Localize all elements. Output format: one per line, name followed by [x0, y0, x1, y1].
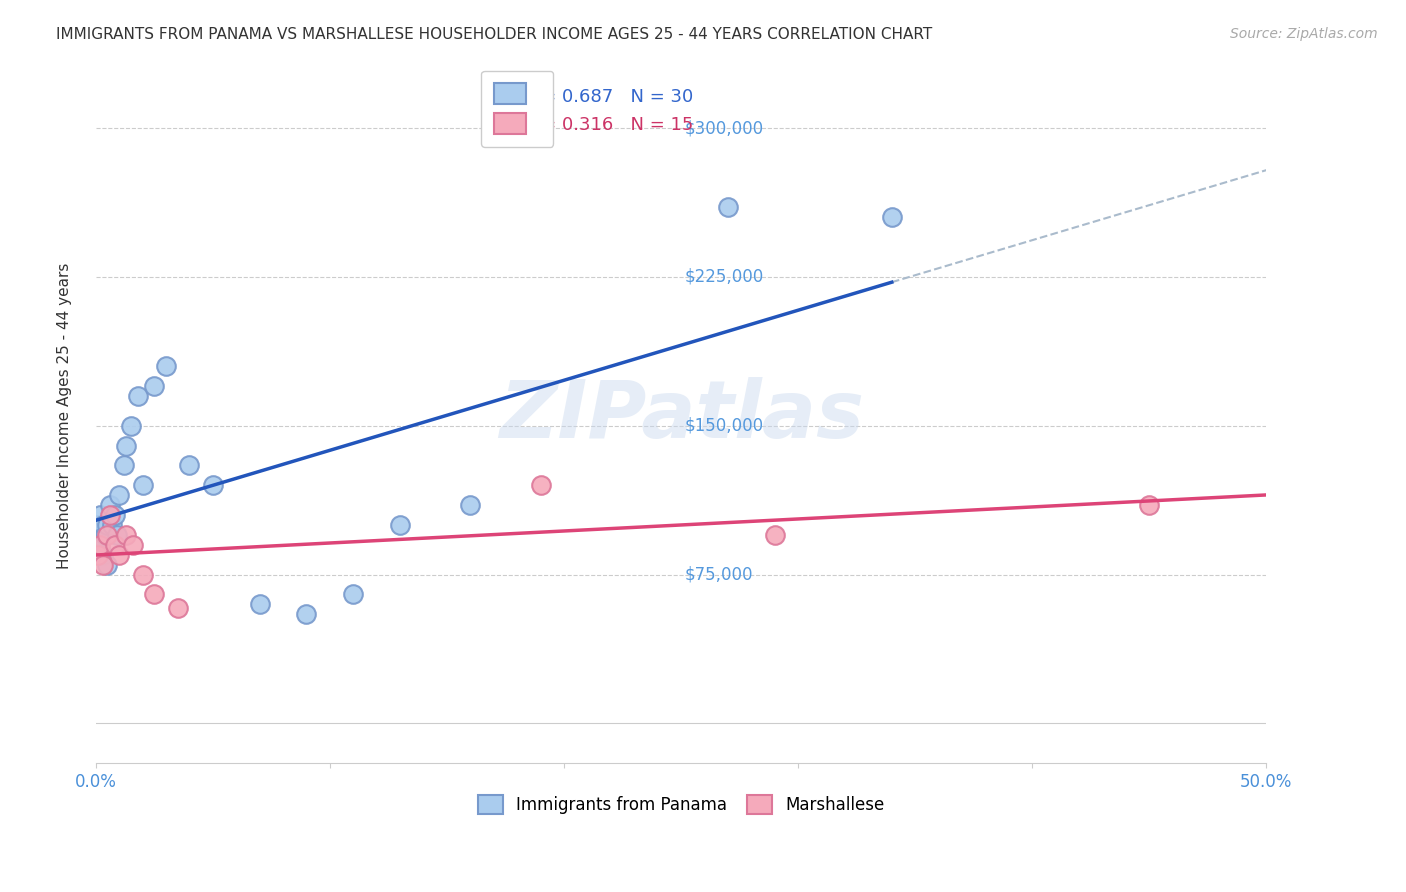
Text: $300,000: $300,000 [685, 119, 763, 137]
Point [389, 518, 412, 533]
Point [530, 478, 553, 492]
Point [96, 518, 118, 533]
Point [717, 201, 740, 215]
Point [105, 528, 128, 542]
Point [166, 601, 188, 615]
Point [201, 478, 224, 492]
Point [87, 528, 110, 542]
Point [101, 518, 124, 533]
Point [103, 538, 125, 552]
Legend: Immigrants from Panama, Marshallese: Immigrants from Panama, Marshallese [468, 785, 894, 824]
Point [108, 548, 131, 562]
Point [87, 518, 110, 533]
Point [131, 478, 153, 492]
Point [115, 528, 138, 542]
Point [115, 439, 138, 453]
Point [155, 359, 177, 374]
Point [89, 538, 111, 552]
Point [295, 607, 318, 622]
Point [179, 458, 201, 473]
Point [103, 508, 125, 522]
Point [880, 211, 903, 225]
Point [460, 498, 482, 512]
Point [96, 558, 118, 572]
Point [249, 598, 271, 612]
Point [89, 508, 111, 522]
Point [91, 548, 114, 562]
Text: R = 0.316   N = 15: R = 0.316 N = 15 [523, 116, 693, 134]
Point [91, 558, 114, 572]
Point [112, 458, 135, 473]
Text: $225,000: $225,000 [685, 268, 763, 286]
Text: $75,000: $75,000 [685, 566, 754, 583]
Point [763, 528, 786, 542]
Text: $150,000: $150,000 [685, 417, 763, 434]
Text: IMMIGRANTS FROM PANAMA VS MARSHALLESE HOUSEHOLDER INCOME AGES 25 - 44 YEARS CORR: IMMIGRANTS FROM PANAMA VS MARSHALLESE HO… [56, 27, 932, 42]
Point [96, 528, 118, 542]
Point [143, 587, 166, 601]
Y-axis label: Householder Income Ages 25 - 44 years: Householder Income Ages 25 - 44 years [58, 262, 72, 569]
Point [1137, 498, 1160, 512]
Point [120, 418, 142, 433]
Point [91, 518, 114, 533]
Point [89, 538, 111, 552]
Point [127, 389, 149, 403]
Text: ZIPatlas: ZIPatlas [499, 376, 863, 455]
Point [131, 567, 153, 582]
Point [108, 488, 131, 502]
Point [87, 548, 110, 562]
Point [122, 538, 145, 552]
Text: R = 0.687   N = 30: R = 0.687 N = 30 [523, 88, 693, 106]
Point [98, 498, 121, 512]
Point [342, 587, 364, 601]
Text: Source: ZipAtlas.com: Source: ZipAtlas.com [1230, 27, 1378, 41]
Point [143, 379, 166, 393]
Point [98, 508, 121, 522]
Point [94, 528, 117, 542]
